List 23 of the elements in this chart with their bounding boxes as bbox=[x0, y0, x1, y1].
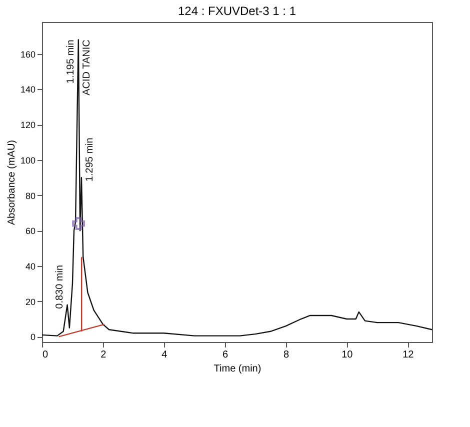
annotation: 1.295 min bbox=[84, 138, 96, 182]
y-tick-label: 140 bbox=[20, 84, 36, 95]
y-tick-label: 20 bbox=[25, 296, 36, 307]
y-tick-label: 0 bbox=[30, 332, 36, 342]
y-tick-label: 80 bbox=[25, 190, 36, 201]
y-tick-label: 40 bbox=[25, 261, 36, 272]
x-tick-label: 12 bbox=[402, 350, 414, 360]
y-axis-title: Absorbance (mAU) bbox=[6, 140, 18, 226]
x-tick-label: 6 bbox=[222, 350, 229, 360]
y-tick-label: 100 bbox=[20, 155, 36, 166]
x-axis-title: Time (min) bbox=[214, 364, 262, 374]
x-tick-label: 10 bbox=[342, 350, 354, 360]
y-tick-label: 160 bbox=[20, 49, 36, 60]
annotation: ACID TANIC bbox=[81, 40, 92, 96]
x-tick-label: 2 bbox=[100, 350, 107, 360]
chart-title: 124 : FXUVDet-3 1 : 1 bbox=[178, 4, 296, 18]
annotation: 1.195 min bbox=[65, 40, 76, 84]
x-tick-label: 8 bbox=[283, 350, 290, 360]
x-tick-label: 4 bbox=[162, 350, 168, 360]
y-tick-label: 60 bbox=[25, 226, 36, 236]
x-tick-label: 0 bbox=[42, 350, 48, 360]
y-tick-label: 120 bbox=[20, 120, 36, 130]
annotation: 0.830 min bbox=[54, 264, 66, 309]
